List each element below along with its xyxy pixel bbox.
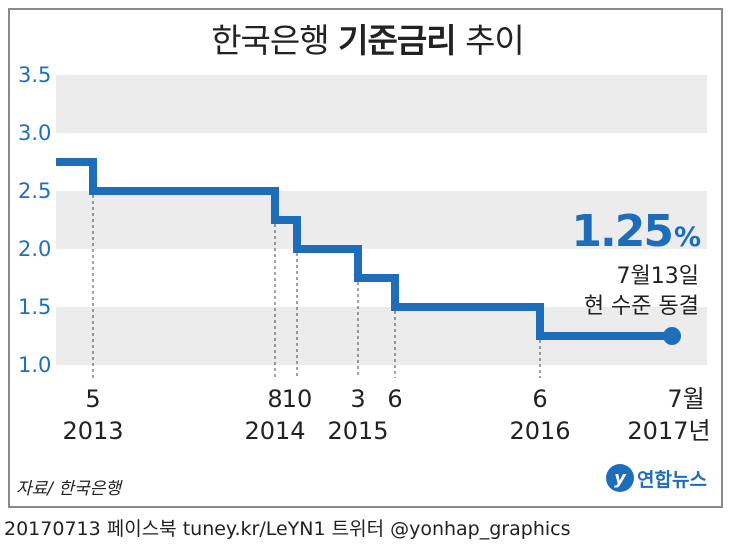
title-bold: 기준금리 (338, 21, 456, 60)
callout-date: 7월13일 (616, 264, 699, 289)
x-month-label: 5 (85, 385, 100, 413)
x-year-label: 2014 (244, 417, 305, 445)
yonhap-logo-icon: y (606, 464, 634, 492)
x-year-label: 2015 (327, 417, 388, 445)
title-suffix: 추이 (455, 21, 525, 60)
x-month-label: 6 (387, 385, 402, 413)
y-tick-label: 2.5 (18, 179, 51, 203)
x-month-label: 3 (350, 385, 365, 413)
rate-step-line (56, 158, 672, 340)
yonhap-logo: y 연합뉴스 (606, 464, 707, 492)
x-year-label: 2013 (62, 417, 123, 445)
title-prefix: 한국은행 (211, 21, 339, 60)
grid-band (56, 75, 707, 133)
grid-band (56, 191, 707, 249)
callout-note: 현 수준 동결 (583, 294, 699, 319)
source-note: 자료/ 한국은행 (16, 479, 121, 499)
chart-title: 한국은행 기준금리 추이 (0, 14, 735, 62)
x-month-label: 8 (267, 385, 282, 413)
callout-rate-value: 1.25 (571, 206, 674, 257)
y-tick-label: 2.0 (18, 237, 51, 261)
x-month-label: 10 (282, 385, 313, 413)
y-tick-label: 3.5 (18, 63, 51, 87)
x-month-label: 6 (532, 385, 547, 413)
y-tick-label: 1.0 (18, 353, 51, 377)
x-year-label: 2016 (509, 417, 570, 445)
current-rate-point (663, 327, 681, 345)
callout-rate-unit: % (673, 222, 701, 253)
x-month-label: 7월 (667, 385, 704, 413)
yonhap-logo-text: 연합뉴스 (637, 468, 707, 491)
x-year-label: 2017년 (627, 417, 710, 445)
y-tick-label: 3.0 (18, 121, 51, 145)
y-tick-label: 1.5 (18, 295, 51, 319)
footer-credits: 20170713 페이스북 tuney.kr/LeYN1 트위터 @yonhap… (4, 518, 571, 540)
callout-rate: 1.25% (571, 206, 701, 257)
